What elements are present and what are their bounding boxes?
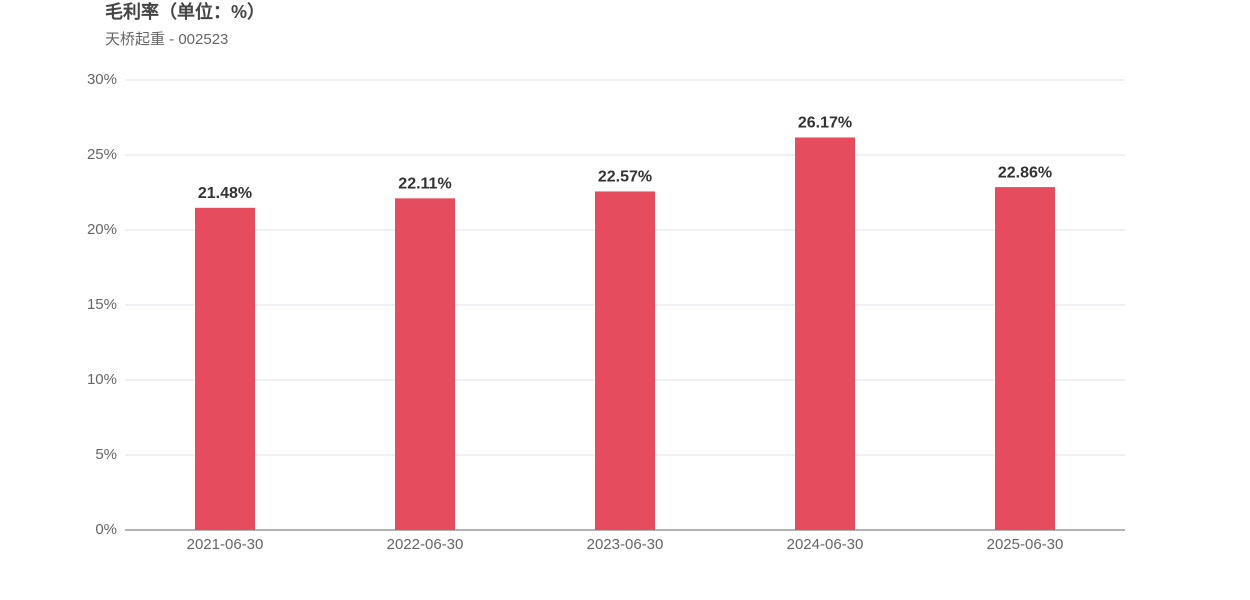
- y-tick-label: 30%: [87, 71, 117, 88]
- x-tick-label: 2021-06-30: [187, 536, 264, 553]
- x-tick-label: 2024-06-30: [787, 536, 864, 553]
- bar: [195, 207, 255, 531]
- y-tick-label: 20%: [87, 221, 117, 238]
- chart-subtitle: 天桥起重 - 002523: [105, 31, 228, 48]
- bar: [595, 191, 655, 530]
- value-label: 22.57%: [598, 169, 652, 186]
- y-tick-label: 5%: [95, 446, 117, 463]
- value-label: 26.17%: [798, 115, 852, 132]
- chart-title: 毛利率（单位：%）: [105, 1, 265, 22]
- value-label: 22.11%: [398, 176, 451, 193]
- y-tick-label: 10%: [87, 371, 117, 388]
- value-label: 21.48%: [198, 185, 252, 202]
- x-tick-label: 2022-06-30: [387, 536, 464, 553]
- value-label: 22.86%: [998, 164, 1052, 181]
- y-tick-label: 15%: [87, 296, 117, 313]
- y-tick-label: 0%: [95, 521, 117, 538]
- x-tick-label: 2025-06-30: [987, 536, 1064, 553]
- bar: [395, 198, 455, 530]
- bar: [995, 187, 1055, 530]
- x-tick-label: 2023-06-30: [587, 536, 664, 553]
- bar: [795, 137, 855, 530]
- y-tick-label: 25%: [87, 146, 117, 163]
